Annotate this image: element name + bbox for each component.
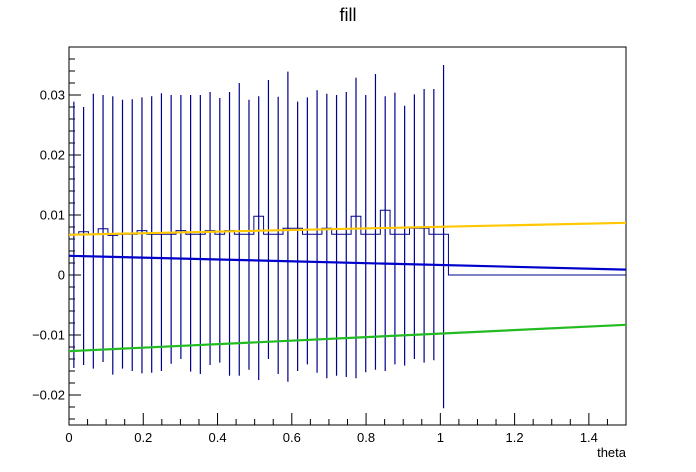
y-tick-label: 0.01 (40, 208, 65, 223)
x-tick-label: 0.8 (357, 430, 375, 445)
histogram-outline (69, 209, 626, 276)
x-tick-label: 1 (437, 430, 444, 445)
x-tick-label: 0.6 (283, 430, 301, 445)
x-tick-label: 0.2 (134, 430, 152, 445)
series-line (68, 221, 627, 236)
chart-title: fill (340, 5, 357, 25)
y-tick-label: 0.02 (40, 148, 65, 163)
y-tick-label: −0.02 (32, 388, 65, 403)
plot-frame (68, 46, 627, 426)
axes: 0 0.2 0.4 0.6 0.8 1 1.2 1.4 −0.02 −0.01 0 0.01 0.02 0… (32, 46, 627, 445)
x-tick-label: 0.4 (208, 430, 226, 445)
x-tick-label: 1.2 (506, 430, 524, 445)
y-tick-label: 0.03 (40, 88, 65, 103)
fit-lines (68, 221, 627, 353)
histogram (69, 65, 626, 409)
series-line (68, 323, 627, 353)
x-axis-title: theta (597, 445, 627, 460)
series-line (68, 254, 627, 271)
x-tick-label: 1.4 (580, 430, 598, 445)
y-tick-label: 0 (58, 268, 65, 283)
y-tick-label: −0.01 (32, 328, 65, 343)
x-tick-label: 0 (65, 430, 72, 445)
